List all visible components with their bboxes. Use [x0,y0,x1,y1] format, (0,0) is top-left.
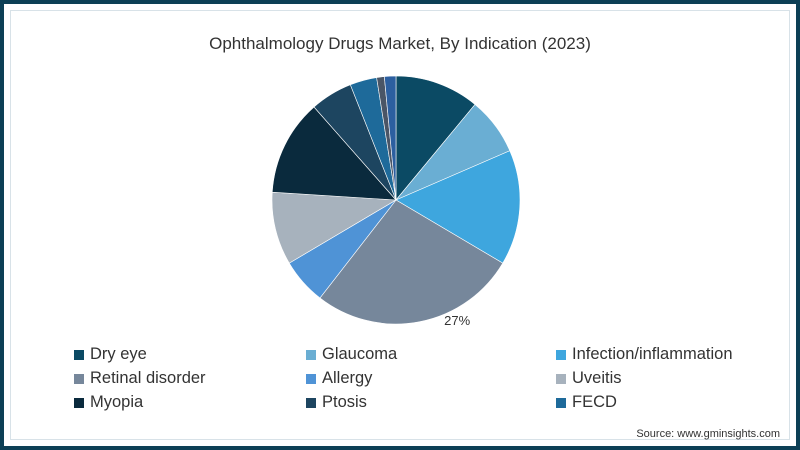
legend-item-fecd: FECD [556,392,764,413]
chart-title: Ophthalmology Drugs Market, By Indicatio… [209,34,591,53]
legend-label: FECD [572,393,617,411]
legend-swatch [74,373,84,384]
legend-item-myopia: Myopia [74,392,306,413]
pie-slice [319,199,504,325]
source-note: Source: www.gminsights.com [636,428,780,440]
legend-swatch [74,397,84,408]
legend-label: Ptosis [322,393,367,411]
pie-slice [395,150,521,264]
pie-slice [395,75,476,201]
legend-swatch [556,397,566,408]
pie-labels: 27% [444,313,470,328]
pie-slice [384,75,397,201]
legend-swatch [74,349,84,360]
chart-inner-border [10,10,790,440]
legend-item-infection-inflammation: Infection/inflammation [556,344,764,365]
legend-item-glaucoma: Glaucoma [306,344,556,365]
pie-slices [271,75,521,325]
legend-swatch [556,349,566,360]
pie-slice [271,106,397,201]
legend-label: Uveitis [572,369,622,387]
legend-label: Infection/inflammation [572,345,733,363]
slice-percentage-label: 27% [444,313,470,328]
legend-swatch [306,397,316,408]
legend-item-ptosis: Ptosis [306,392,556,413]
legend-label: Allergy [322,369,373,387]
legend-swatch [306,349,316,360]
legend-label: Dry eye [90,345,147,363]
legend-item-allergy: Allergy [306,368,556,389]
legend-label: Retinal disorder [90,369,206,387]
legend-item-dry-eye: Dry eye [74,344,306,365]
legend: Dry eye Glaucoma Infection/inflammation … [74,344,764,413]
legend-swatch [556,373,566,384]
legend-swatch [306,373,316,384]
legend-label: Glaucoma [322,345,398,363]
legend-item-uveitis: Uveitis [556,368,764,389]
legend-item-retinal-disorder: Retinal disorder [74,368,306,389]
legend-label: Myopia [90,393,144,411]
